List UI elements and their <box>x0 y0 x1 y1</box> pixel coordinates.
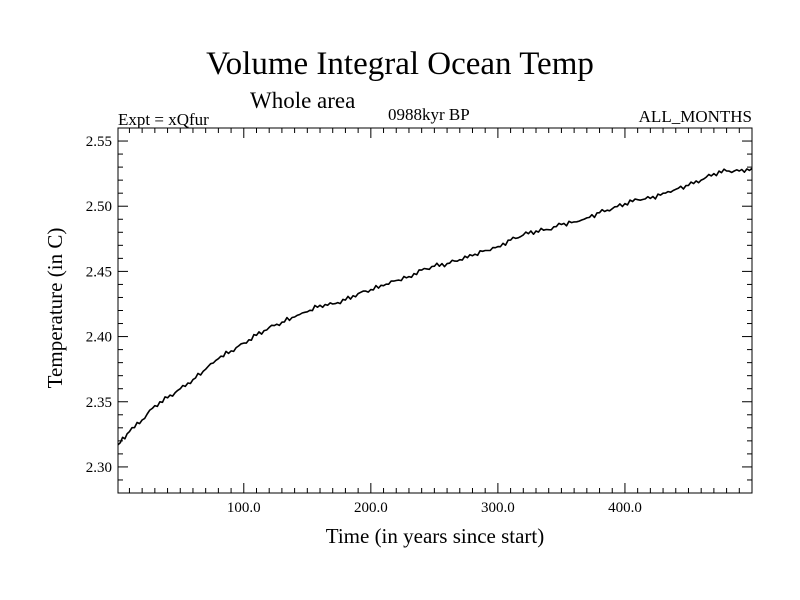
x-axis-label: Time (in years since start) <box>326 524 545 548</box>
x-tick-label: 300.0 <box>481 500 515 516</box>
y-tick-label: 2.30 <box>86 460 112 476</box>
y-tick-label: 2.55 <box>86 134 112 150</box>
x-tick-label: 100.0 <box>227 500 261 516</box>
y-tick-label: 2.40 <box>86 330 112 346</box>
chart-subtitle: Whole area <box>250 88 356 113</box>
y-tick-label: 2.45 <box>86 264 112 280</box>
months-label: ALL_MONTHS <box>638 107 752 126</box>
chart-title: Volume Integral Ocean Temp <box>206 46 594 82</box>
series-line <box>117 167 753 446</box>
x-tick-label: 200.0 <box>354 500 388 516</box>
axis-ticks <box>118 127 752 494</box>
plot-area-frame <box>117 127 753 494</box>
x-tick-label: 400.0 <box>608 500 642 516</box>
period-label: 0988kyr BP <box>388 105 470 124</box>
axis-tick-labels: 100.0 200.0 300.0 400.0 2.30 2.35 2.40 2.45 2.50… <box>86 134 642 516</box>
experiment-label: Expt = xQfur <box>118 110 209 129</box>
y-tick-label: 2.35 <box>86 395 112 411</box>
y-axis-label: Temperature (in C) <box>43 228 67 389</box>
y-tick-label: 2.50 <box>86 199 112 215</box>
